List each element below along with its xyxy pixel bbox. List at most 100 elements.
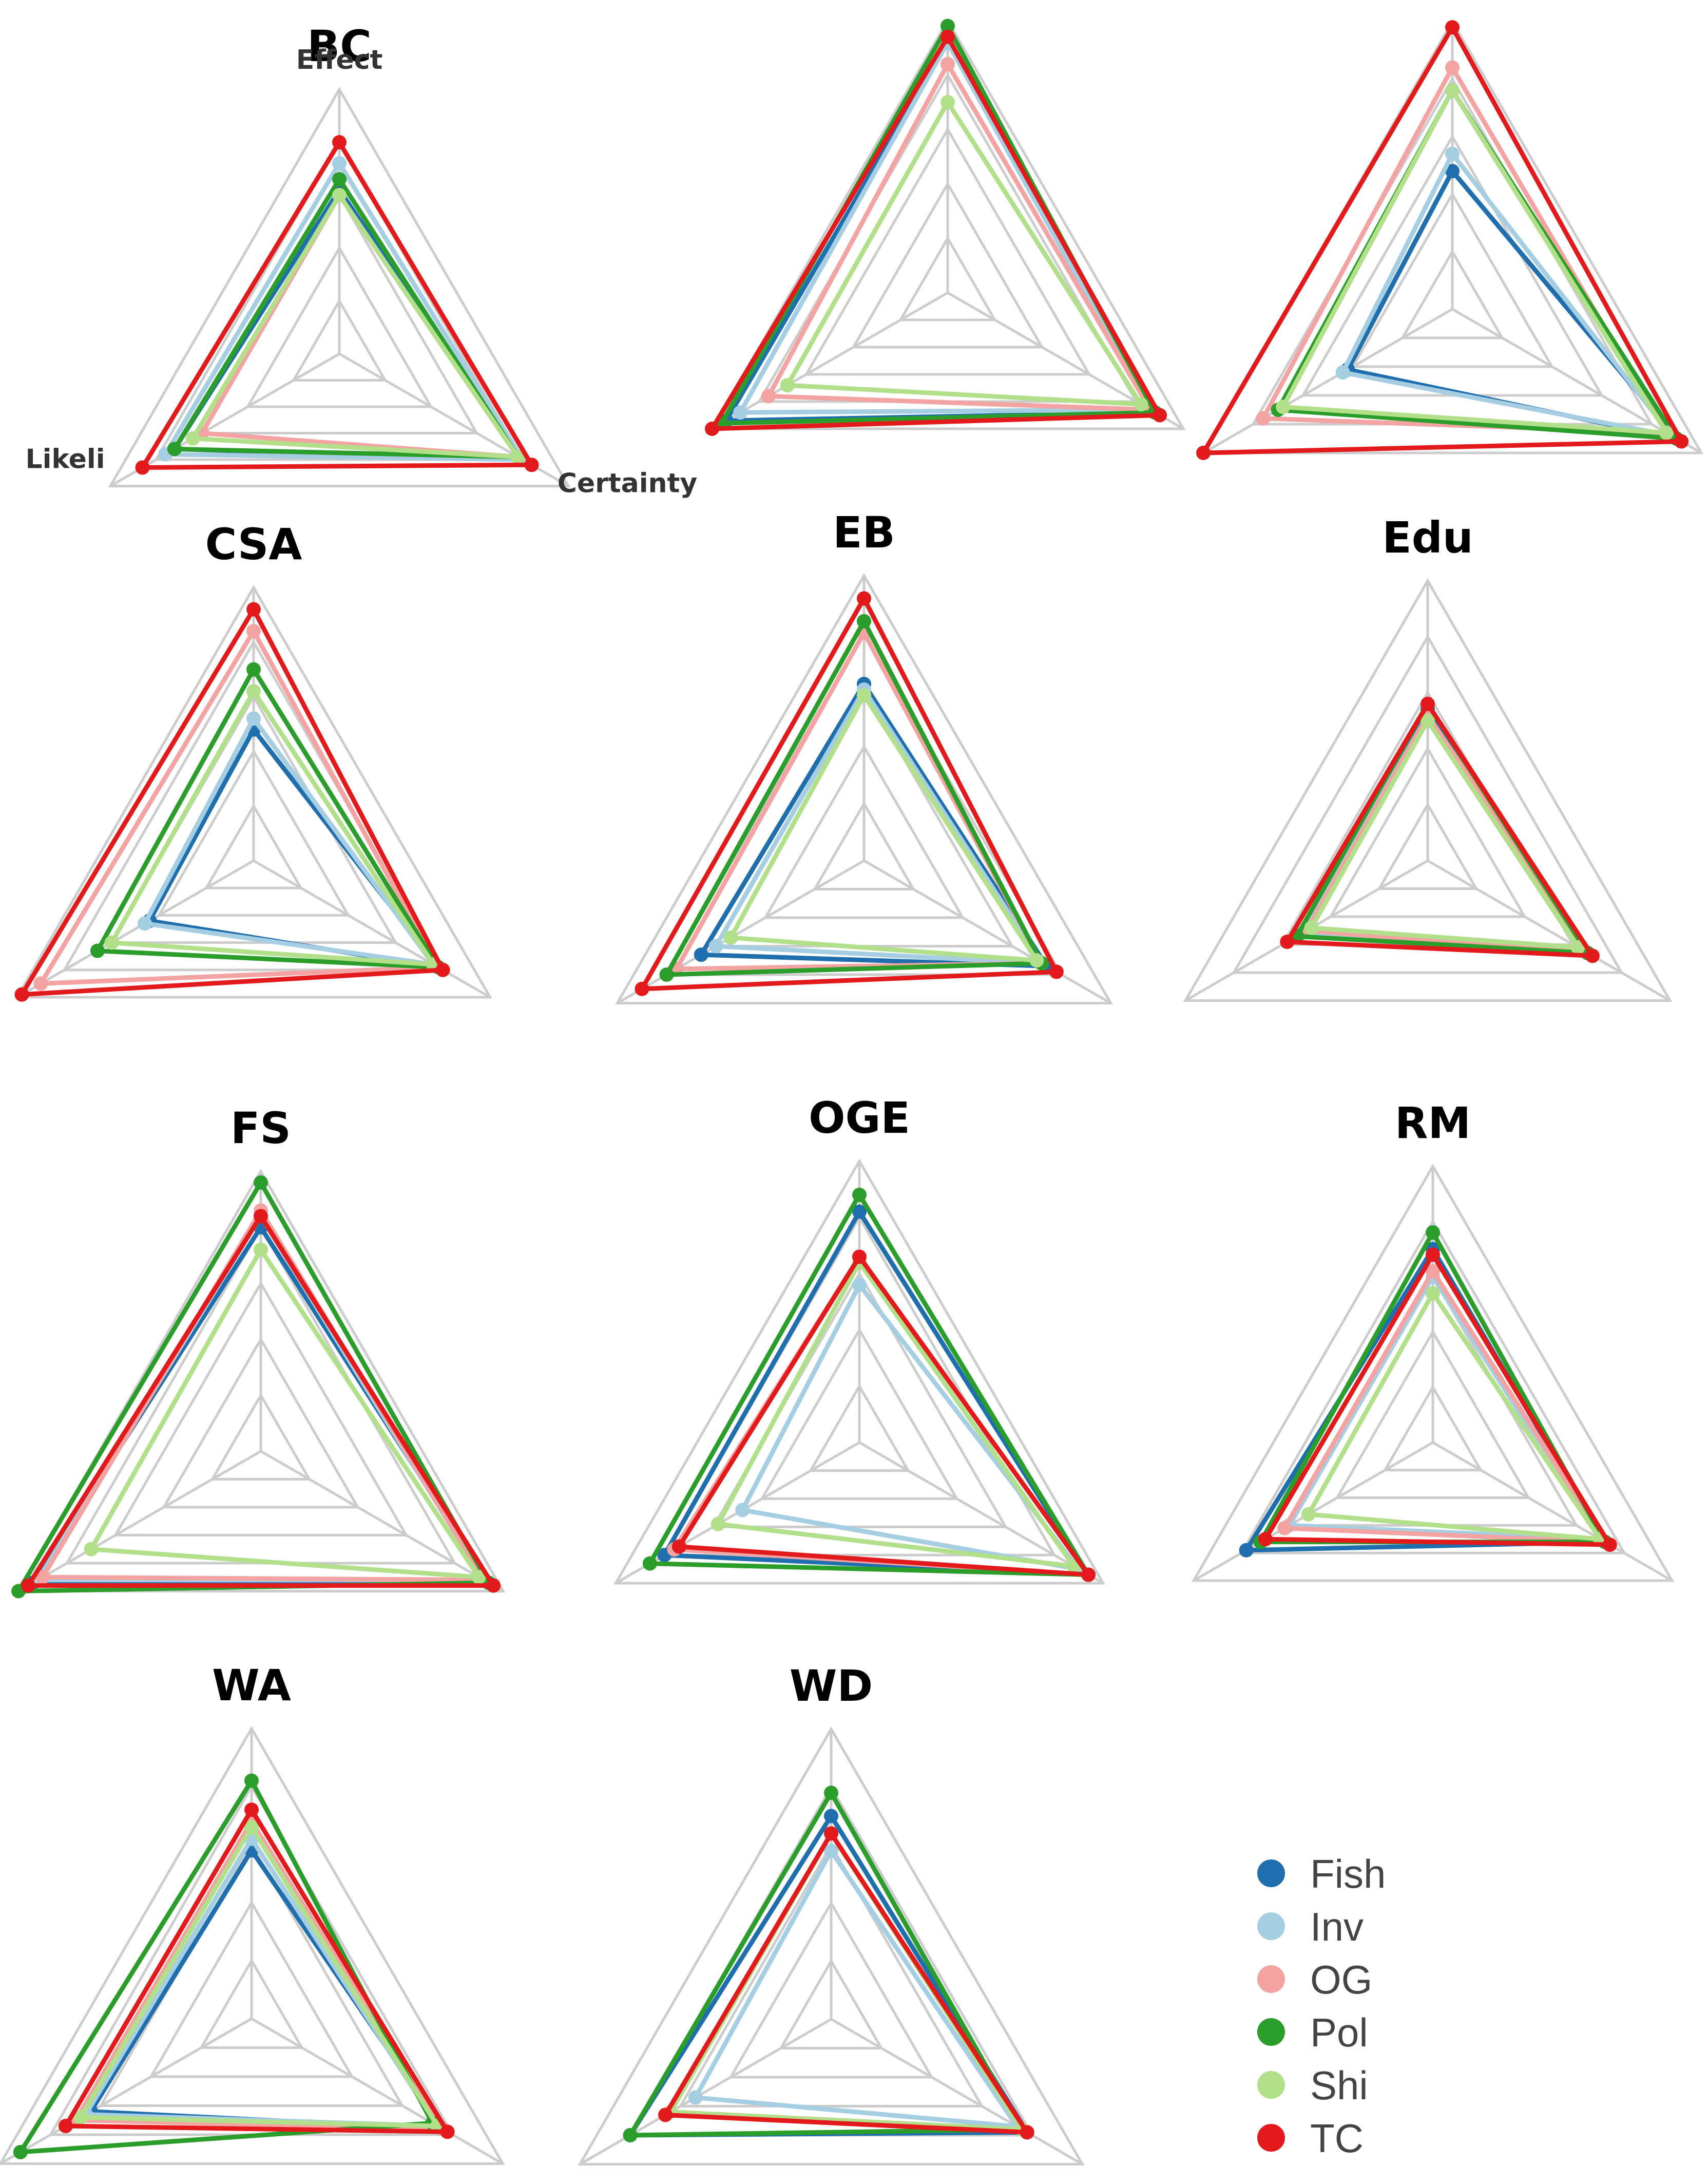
data-point-fish: [694, 947, 708, 962]
data-point-tc: [135, 460, 150, 475]
radar-panel-bio: Bio: [705, 0, 1186, 436]
grid-ring: [615, 573, 1113, 1004]
series-line-inv: [738, 40, 1153, 415]
grid-ring: [108, 86, 571, 487]
data-point-shi: [185, 431, 200, 446]
panel-title: CSA: [205, 519, 302, 569]
data-point-og: [35, 1570, 50, 1585]
grid-ring: [778, 1958, 884, 2049]
data-point-tc: [21, 1578, 35, 1593]
series-line-og: [766, 62, 1153, 412]
legend: Fish Inv OG Pol Shi TC: [1257, 1851, 1386, 2161]
data-point-pol: [244, 1773, 259, 1788]
data-point-pol: [642, 1556, 657, 1571]
data-point-tc: [1020, 2125, 1034, 2140]
legend-marker-fish: [1257, 1859, 1285, 1887]
grid-ring: [204, 803, 303, 889]
grid-spoke: [260, 1450, 504, 1592]
grid-ring: [1335, 1329, 1531, 1499]
legend-label-og: OG: [1310, 1957, 1372, 2002]
grid-ring: [1328, 746, 1527, 918]
grid-ring: [1232, 634, 1624, 974]
data-point-og: [1426, 1264, 1440, 1279]
grid-ring: [1183, 578, 1673, 1002]
axis-label-effect: Effect: [296, 45, 383, 75]
series-line-tc: [1284, 701, 1595, 958]
data-point-tc: [658, 2107, 673, 2122]
grid-ring: [199, 1958, 304, 2049]
data-point-shi: [510, 449, 525, 464]
series-line-tc: [63, 1807, 450, 2134]
grid-ring: [210, 1393, 312, 1480]
data-point-og: [33, 976, 48, 991]
data-point-shi: [780, 378, 795, 393]
panel-title: OGE: [809, 1093, 910, 1143]
data-point-shi: [941, 95, 955, 109]
data-point-inv: [138, 916, 152, 931]
data-point-tc: [1196, 446, 1211, 460]
radar-panel-cr: CR: [1196, 0, 1704, 460]
data-point-pol: [824, 1786, 838, 1800]
data-point-tc: [1153, 408, 1167, 423]
data-point-tc: [941, 29, 955, 44]
series-line-og: [1304, 713, 1590, 956]
series-line-tc: [639, 596, 1059, 992]
series-line-fish: [724, 40, 1158, 423]
series-line-shi: [109, 689, 436, 967]
grid-ring: [851, 181, 1044, 349]
series-line-shi: [190, 193, 521, 460]
grid-spoke: [16, 859, 255, 999]
data-point-shi: [244, 1820, 259, 1835]
data-point-tc: [524, 458, 539, 472]
grid-ring: [113, 1281, 409, 1536]
panel-title: CR: [1420, 0, 1485, 4]
data-point-shi: [471, 1570, 486, 1585]
data-point-tc: [705, 422, 720, 436]
series-line-pol: [95, 667, 440, 970]
series-line-fish: [662, 1209, 1091, 1578]
data-point-tc: [58, 2119, 73, 2134]
data-point-tc: [244, 1802, 259, 1817]
data-point-shi: [1570, 940, 1585, 955]
grid-ring: [161, 1336, 360, 1509]
legend-marker-shi: [1257, 2071, 1285, 2099]
panel-title: RM: [1395, 1098, 1471, 1148]
series-line-pol: [664, 619, 1044, 977]
radar-panel-fs: FS: [11, 1103, 506, 1599]
radar-panel-oge: OGE: [613, 1093, 1105, 1585]
grid-spoke: [251, 2017, 504, 2165]
panel-title: EB: [833, 507, 895, 558]
grid-ring: [1191, 1163, 1675, 1582]
data-point-og: [1445, 60, 1460, 75]
series-line-tc: [663, 1831, 1030, 2135]
data-point-tc: [1445, 20, 1460, 35]
data-point-shi: [1276, 400, 1291, 414]
data-point-pol: [246, 662, 261, 677]
panel-title: WA: [212, 1660, 291, 1711]
grid-spoke: [617, 859, 865, 1004]
legend-label-shi: Shi: [1310, 2063, 1368, 2108]
data-point-tc: [1280, 935, 1295, 949]
series-line-og: [38, 629, 440, 986]
data-point-pol: [857, 614, 871, 629]
grid-ring: [759, 1327, 959, 1501]
data-point-inv: [708, 939, 723, 954]
grid-ring: [245, 245, 433, 408]
series-line-fish: [1345, 168, 1679, 441]
data-point-tc: [1674, 434, 1689, 449]
grid-spoke: [711, 291, 949, 430]
series-line-tc: [677, 1254, 1091, 1578]
series-line-shi: [716, 1260, 1077, 1569]
data-point-og: [941, 56, 955, 71]
series-line-og: [40, 1208, 486, 1583]
grid-ring: [0, 1726, 505, 2165]
axis-label-likeli: Likeli: [25, 444, 105, 475]
grid-ring: [578, 1726, 1085, 2166]
series-line-fish: [699, 681, 1049, 968]
grid-ring: [728, 1901, 934, 2079]
grid-ring: [148, 1900, 355, 2078]
data-point-pol: [90, 943, 105, 958]
data-point-fish: [824, 1809, 838, 1824]
grid-ring: [291, 298, 388, 382]
grid-ring: [613, 1159, 1105, 1585]
